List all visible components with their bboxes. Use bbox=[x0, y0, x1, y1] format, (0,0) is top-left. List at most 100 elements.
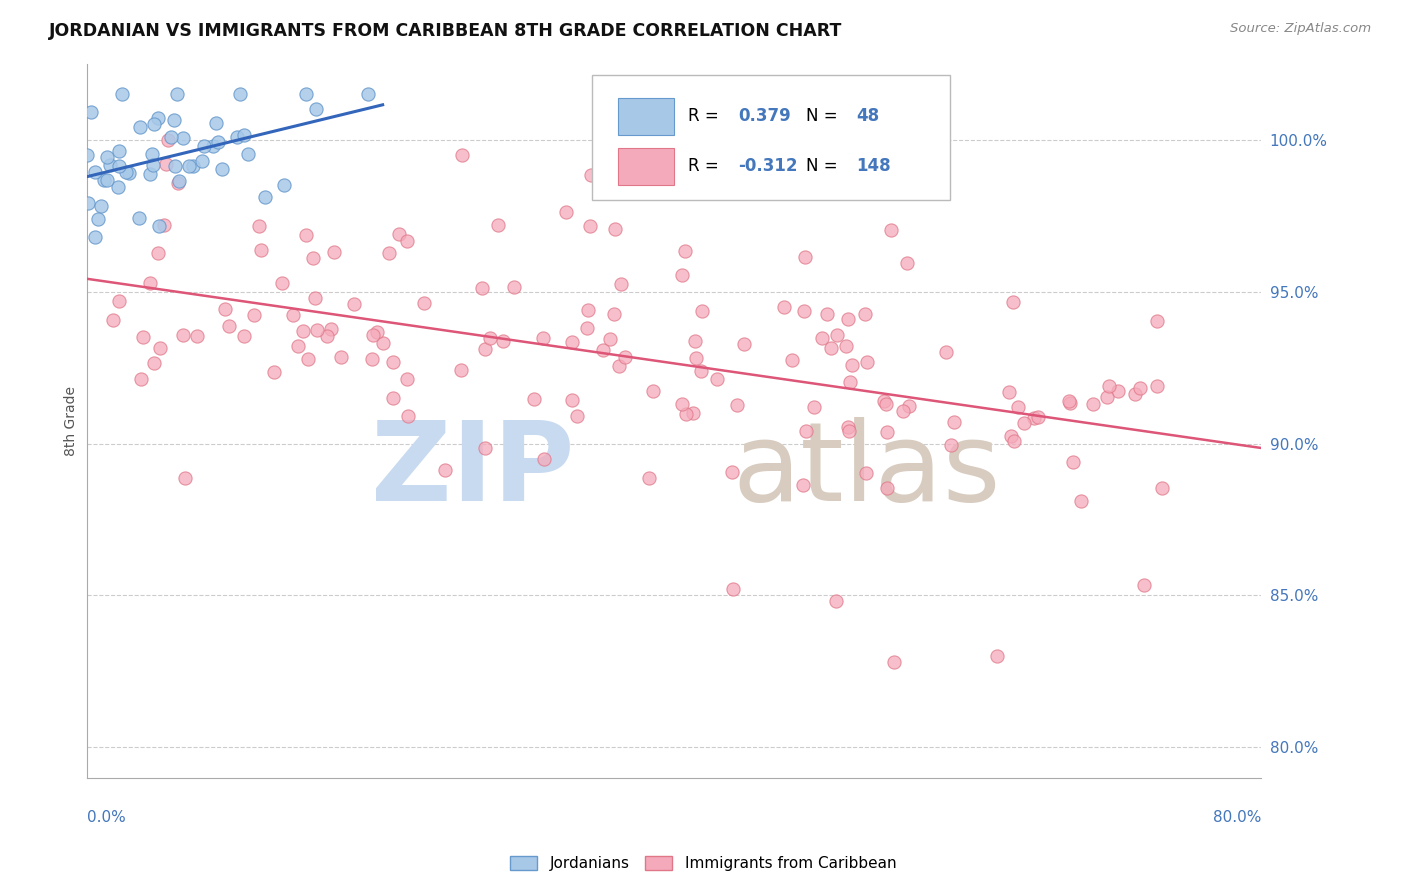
Point bbox=[1107, 384, 1129, 399]
Point bbox=[238, 147, 260, 161]
Point bbox=[579, 168, 602, 182]
Point bbox=[142, 158, 165, 172]
Point bbox=[166, 176, 188, 190]
Point bbox=[287, 339, 309, 353]
Point bbox=[115, 165, 138, 179]
Point bbox=[363, 327, 385, 342]
Point bbox=[118, 165, 141, 179]
Point bbox=[163, 159, 186, 173]
Point bbox=[343, 296, 366, 310]
Text: 0.379: 0.379 bbox=[738, 107, 792, 125]
Point bbox=[891, 404, 914, 418]
FancyBboxPatch shape bbox=[617, 147, 673, 185]
Point bbox=[315, 329, 337, 343]
Point bbox=[166, 87, 188, 102]
Point bbox=[148, 219, 170, 233]
Point bbox=[155, 156, 177, 170]
Point bbox=[395, 234, 418, 248]
Point bbox=[565, 409, 588, 423]
Point bbox=[243, 308, 266, 322]
Point bbox=[396, 409, 419, 423]
Point bbox=[1132, 578, 1154, 592]
Point bbox=[96, 150, 118, 164]
Point bbox=[382, 354, 405, 368]
Point bbox=[247, 219, 270, 233]
Point bbox=[838, 424, 860, 438]
Point bbox=[371, 336, 394, 351]
Point bbox=[1026, 410, 1049, 425]
Point bbox=[1123, 387, 1146, 401]
Point bbox=[181, 159, 204, 173]
Point bbox=[84, 230, 107, 244]
Point bbox=[107, 159, 129, 173]
Text: 80.0%: 80.0% bbox=[1213, 810, 1261, 825]
Point bbox=[1059, 394, 1081, 409]
Point bbox=[450, 148, 472, 162]
Point bbox=[474, 441, 496, 455]
Point bbox=[270, 276, 292, 290]
Point bbox=[690, 304, 713, 318]
Point bbox=[190, 153, 212, 168]
Point bbox=[96, 173, 118, 187]
Legend: Jordanians, Immigrants from Caribbean: Jordanians, Immigrants from Caribbean bbox=[503, 849, 903, 877]
Point bbox=[614, 350, 637, 364]
Point bbox=[129, 120, 152, 135]
Point bbox=[1129, 381, 1152, 395]
Point bbox=[592, 343, 614, 358]
Point bbox=[898, 399, 921, 413]
Point bbox=[610, 277, 633, 292]
Point bbox=[876, 425, 898, 440]
Point bbox=[295, 87, 318, 102]
Point bbox=[211, 162, 233, 177]
Point bbox=[502, 280, 524, 294]
Point bbox=[204, 116, 226, 130]
Point bbox=[1146, 379, 1168, 393]
Text: R =: R = bbox=[688, 107, 724, 125]
Point bbox=[673, 244, 696, 258]
Point bbox=[1150, 481, 1173, 495]
Point bbox=[1007, 400, 1029, 414]
Point bbox=[357, 87, 380, 102]
Point bbox=[1062, 455, 1084, 469]
Point bbox=[855, 307, 877, 321]
Point bbox=[207, 135, 229, 149]
Point bbox=[780, 353, 803, 368]
Point bbox=[690, 363, 713, 377]
Point bbox=[855, 355, 877, 369]
Point bbox=[232, 128, 254, 143]
Point bbox=[378, 245, 401, 260]
Point bbox=[792, 478, 814, 492]
Point bbox=[86, 212, 108, 227]
Point bbox=[599, 333, 621, 347]
FancyBboxPatch shape bbox=[592, 75, 950, 200]
Point bbox=[253, 190, 276, 204]
Point bbox=[172, 327, 194, 342]
Point bbox=[1146, 313, 1168, 327]
Point bbox=[820, 342, 842, 356]
Point bbox=[638, 471, 661, 485]
Point bbox=[733, 337, 755, 351]
Point bbox=[107, 180, 129, 194]
Point bbox=[323, 245, 346, 260]
Point bbox=[986, 649, 1008, 664]
Point bbox=[413, 295, 436, 310]
Point bbox=[603, 307, 626, 321]
Point bbox=[578, 219, 600, 233]
Point bbox=[1000, 429, 1022, 443]
Point bbox=[77, 195, 100, 210]
Point bbox=[111, 87, 134, 102]
Point bbox=[605, 222, 627, 236]
Point bbox=[98, 158, 121, 172]
Text: atlas: atlas bbox=[733, 417, 1001, 524]
Point bbox=[1070, 494, 1092, 508]
Point bbox=[80, 104, 103, 119]
Point bbox=[793, 303, 815, 318]
Point bbox=[361, 352, 384, 367]
Point bbox=[523, 392, 546, 406]
Point bbox=[132, 329, 155, 343]
Point bbox=[450, 363, 472, 377]
Point bbox=[319, 321, 342, 335]
Point bbox=[1002, 434, 1025, 448]
Point bbox=[896, 256, 918, 270]
Point bbox=[294, 228, 316, 243]
